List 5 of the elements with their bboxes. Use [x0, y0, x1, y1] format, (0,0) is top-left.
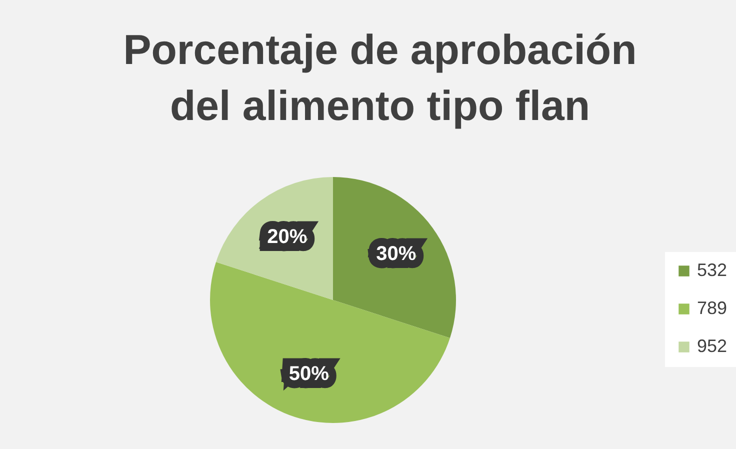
- pie-slice: [210, 262, 450, 423]
- legend-label: 789: [697, 298, 728, 318]
- legend-label: 532: [697, 260, 728, 280]
- legend-label: 952: [697, 336, 728, 356]
- chart-title: Porcentaje de aprobación del alimento tipo flan: [123, 26, 637, 129]
